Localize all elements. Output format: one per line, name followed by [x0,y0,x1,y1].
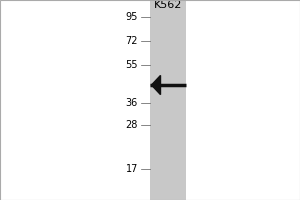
Text: 28: 28 [126,120,138,130]
Bar [150,0,186,200]
Polygon shape [152,75,160,95]
Text: 36: 36 [126,98,138,108]
Text: K562: K562 [154,0,182,10]
Text: 72: 72 [125,36,138,46]
Text: 55: 55 [125,60,138,70]
Text: 17: 17 [126,164,138,174]
Text: 95: 95 [126,12,138,22]
